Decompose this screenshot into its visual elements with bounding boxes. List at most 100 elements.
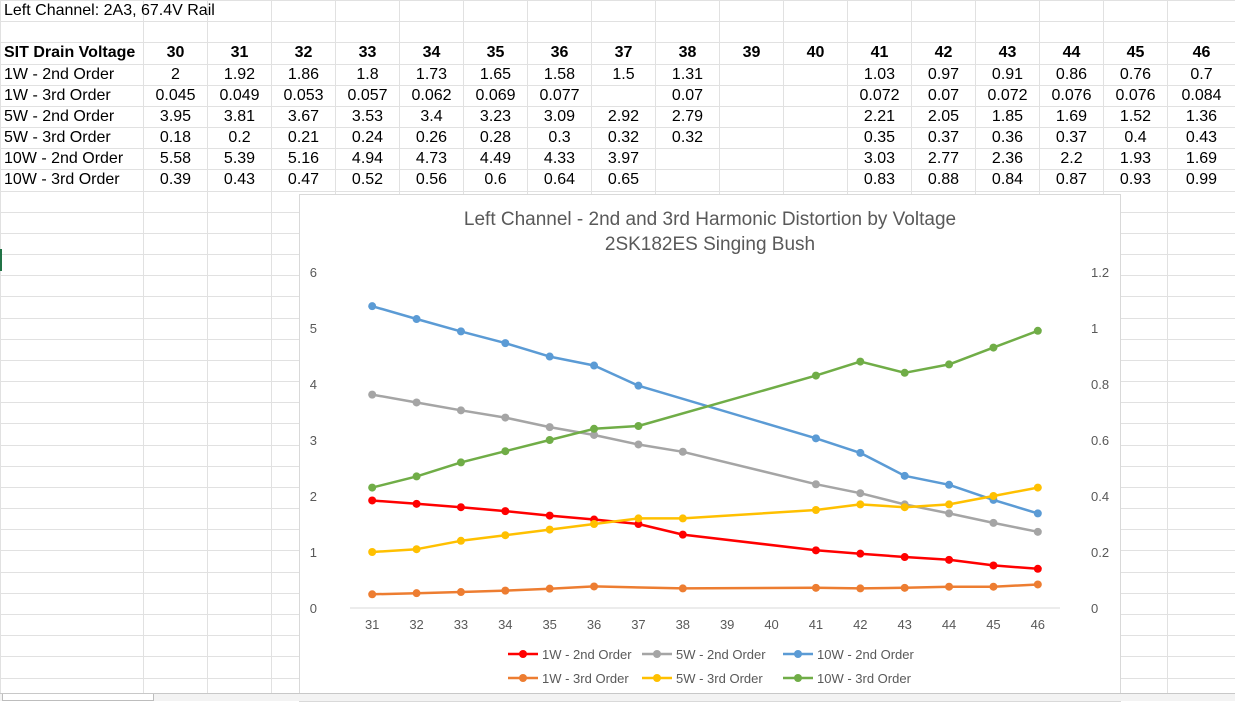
cell[interactable]: [720, 22, 784, 43]
cell[interactable]: [1168, 572, 1235, 593]
cell[interactable]: [144, 530, 208, 551]
cell[interactable]: [1, 360, 144, 381]
cell[interactable]: [1168, 636, 1235, 657]
cell[interactable]: [464, 22, 528, 43]
cell[interactable]: [272, 22, 336, 43]
data-cell[interactable]: 1.65: [464, 64, 528, 85]
column-header[interactable]: 31: [208, 43, 272, 64]
cell[interactable]: [208, 424, 272, 445]
cell[interactable]: [1, 551, 144, 572]
cell[interactable]: [208, 657, 272, 678]
column-header[interactable]: 42: [912, 43, 976, 64]
data-cell[interactable]: 0.28: [464, 128, 528, 149]
cell[interactable]: [656, 1, 720, 22]
cell[interactable]: [1168, 339, 1235, 360]
data-cell[interactable]: [656, 149, 720, 170]
cell[interactable]: [208, 339, 272, 360]
cell[interactable]: [1, 572, 144, 593]
cell[interactable]: [1, 233, 144, 254]
data-cell[interactable]: 1.92: [208, 64, 272, 85]
column-header[interactable]: 43: [976, 43, 1040, 64]
data-cell[interactable]: [784, 149, 848, 170]
cell[interactable]: [1, 191, 144, 212]
cell[interactable]: [144, 466, 208, 487]
data-cell[interactable]: 0.057: [336, 85, 400, 106]
data-cell[interactable]: 0.07: [656, 85, 720, 106]
data-cell[interactable]: 0.36: [976, 128, 1040, 149]
data-cell[interactable]: 0.049: [208, 85, 272, 106]
column-header[interactable]: 44: [1040, 43, 1104, 64]
data-cell[interactable]: 2.36: [976, 149, 1040, 170]
data-cell[interactable]: 1.03: [848, 64, 912, 85]
data-cell[interactable]: [720, 149, 784, 170]
data-cell[interactable]: 5.16: [272, 149, 336, 170]
data-cell[interactable]: 0.084: [1168, 85, 1235, 106]
data-cell[interactable]: [720, 64, 784, 85]
cell[interactable]: [784, 1, 848, 22]
data-cell[interactable]: 5.58: [144, 149, 208, 170]
cell[interactable]: [144, 339, 208, 360]
data-cell[interactable]: 0.2: [208, 128, 272, 149]
chart-area[interactable]: Left Channel - 2nd and 3rd Harmonic Dist…: [299, 194, 1121, 702]
cell[interactable]: [1168, 466, 1235, 487]
data-cell[interactable]: 0.072: [976, 85, 1040, 106]
column-header[interactable]: 41: [848, 43, 912, 64]
data-cell[interactable]: 5.39: [208, 149, 272, 170]
row-label[interactable]: 5W - 3rd Order: [1, 128, 144, 149]
cell[interactable]: [1, 466, 144, 487]
cell[interactable]: [1168, 212, 1235, 233]
cell[interactable]: [1104, 1, 1168, 22]
cell[interactable]: [208, 487, 272, 508]
data-cell[interactable]: 0.76: [1104, 64, 1168, 85]
cell[interactable]: [144, 22, 208, 43]
data-cell[interactable]: 0.7: [1168, 64, 1235, 85]
data-cell[interactable]: 3.53: [336, 106, 400, 127]
cell[interactable]: [144, 593, 208, 614]
data-cell[interactable]: [720, 128, 784, 149]
cell[interactable]: [208, 212, 272, 233]
cell[interactable]: [1, 297, 144, 318]
cell[interactable]: [1168, 233, 1235, 254]
cell[interactable]: [144, 487, 208, 508]
cell[interactable]: [272, 1, 336, 22]
data-cell[interactable]: 0.045: [144, 85, 208, 106]
cell[interactable]: [144, 212, 208, 233]
cell[interactable]: [464, 1, 528, 22]
row-label[interactable]: 5W - 2nd Order: [1, 106, 144, 127]
data-cell[interactable]: 0.076: [1040, 85, 1104, 106]
data-cell[interactable]: 0.91: [976, 64, 1040, 85]
data-cell[interactable]: 1.86: [272, 64, 336, 85]
data-cell[interactable]: 2.21: [848, 106, 912, 127]
data-cell[interactable]: 0.26: [400, 128, 464, 149]
data-cell[interactable]: 0.053: [272, 85, 336, 106]
sheet-title[interactable]: Left Channel: 2A3, 67.4V Rail: [1, 1, 144, 22]
cell[interactable]: [144, 360, 208, 381]
data-cell[interactable]: [784, 64, 848, 85]
data-cell[interactable]: 2.92: [592, 106, 656, 127]
cell[interactable]: [144, 318, 208, 339]
column-header[interactable]: 40: [784, 43, 848, 64]
data-cell[interactable]: 0.87: [1040, 170, 1104, 191]
cell[interactable]: [656, 22, 720, 43]
cell[interactable]: [1, 424, 144, 445]
data-cell[interactable]: 1.8: [336, 64, 400, 85]
cell[interactable]: [1040, 22, 1104, 43]
cell[interactable]: [912, 1, 976, 22]
data-cell[interactable]: 0.43: [208, 170, 272, 191]
column-header[interactable]: 45: [1104, 43, 1168, 64]
cell[interactable]: [208, 382, 272, 403]
cell[interactable]: [208, 297, 272, 318]
cell[interactable]: [336, 1, 400, 22]
cell[interactable]: [1168, 1, 1235, 22]
data-cell[interactable]: 0.069: [464, 85, 528, 106]
cell[interactable]: [208, 255, 272, 276]
data-cell[interactable]: 0.86: [1040, 64, 1104, 85]
cell[interactable]: [1168, 360, 1235, 381]
data-cell[interactable]: 0.56: [400, 170, 464, 191]
column-header[interactable]: 38: [656, 43, 720, 64]
data-cell[interactable]: 2.79: [656, 106, 720, 127]
row-label[interactable]: 1W - 3rd Order: [1, 85, 144, 106]
data-cell[interactable]: [784, 85, 848, 106]
data-cell[interactable]: 1.52: [1104, 106, 1168, 127]
cell[interactable]: [912, 22, 976, 43]
